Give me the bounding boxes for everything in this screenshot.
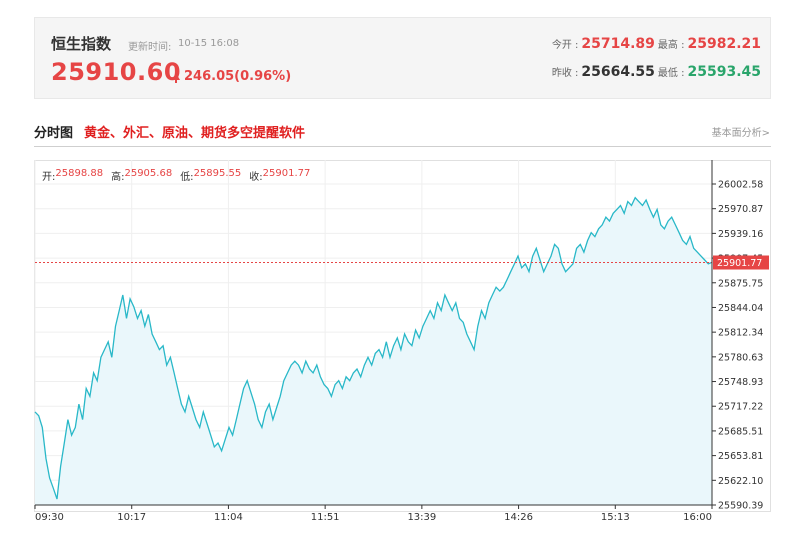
y-tick-label: 26002.58 <box>718 180 763 191</box>
prev-close-label: 昨收 : <box>551 68 579 79</box>
stat-row-prev-low: 昨收 : 25664.55 最低 : 25593.45 <box>552 64 764 80</box>
open-label: 今开 : <box>551 40 579 51</box>
ohlc-high-value: 25905.68 <box>124 168 173 179</box>
low-label: 最低 : <box>657 68 685 79</box>
ohlc-close-value: 25901.77 <box>262 168 311 179</box>
section-title: 分时图 <box>34 126 74 141</box>
y-tick-label: 25622.10 <box>718 476 763 487</box>
y-tick-label: 25653.81 <box>718 451 763 462</box>
low-value: 25593.45 <box>687 64 761 80</box>
y-tick-label: 25717.22 <box>718 402 763 413</box>
x-tick-label: 11:51 <box>311 512 340 523</box>
y-tick-label: 25685.51 <box>718 426 763 437</box>
current-value-label: 25901.77 <box>717 258 762 269</box>
x-tick-label: 09:30 <box>35 512 64 523</box>
price-area <box>35 197 712 505</box>
x-tick-label: 11:04 <box>214 512 243 523</box>
x-tick-label: 16:00 <box>683 512 712 523</box>
ohlc-high-label: 高: <box>111 172 125 183</box>
high-value: 25982.21 <box>687 36 761 52</box>
basic-analysis-link[interactable]: 基本面分析> <box>711 128 770 139</box>
x-tick-label: 15:13 <box>601 512 630 523</box>
y-tick-label: 25812.34 <box>718 328 763 339</box>
ohlc-open-label: 开: <box>42 172 56 183</box>
price-change-value: 246.05(0.96%) <box>184 69 292 84</box>
y-tick-label: 25844.04 <box>718 303 763 314</box>
y-tick-label: 25590.39 <box>718 501 763 512</box>
prev-close-value: 25664.55 <box>581 64 655 80</box>
ohlc-low-value: 25895.55 <box>193 168 242 179</box>
promo-link[interactable]: 黄金、外汇、原油、期货多空提醒软件 <box>84 126 306 141</box>
y-axis-ticks: 26002.5825970.8725939.1625907.4525875.75… <box>712 180 763 512</box>
quote-panel: 恒生指数 更新时间: 10-15 16:08 25910.60 246.05(0… <box>34 17 771 99</box>
index-name: 恒生指数 <box>51 35 112 53</box>
x-tick-label: 14:26 <box>504 512 533 523</box>
x-tick-label: 13:39 <box>407 512 436 523</box>
open-value: 25714.89 <box>581 36 655 52</box>
ohlc-open-value: 25898.88 <box>55 168 104 179</box>
update-time: 10-15 16:08 <box>178 38 240 49</box>
last-price: 25910.60 <box>51 58 182 86</box>
y-tick-label: 25875.75 <box>718 278 763 289</box>
current-value-tag-bg <box>713 255 769 270</box>
high-label: 最高 : <box>657 40 685 51</box>
price-line <box>34 196 713 500</box>
section-divider <box>34 146 771 147</box>
x-axis-ticks: 09:30 10:17 11:04 11:51 13:39 14:26 15:13 16:00 <box>34 505 713 523</box>
arrow-up-icon <box>172 73 180 83</box>
ohlc-low-label: 低: <box>180 172 194 183</box>
y-tick-label: 25780.63 <box>718 352 763 363</box>
ohlc-readout: 开: 25898.88 高: 25905.68 低: 25895.55 收: 2… <box>42 168 318 183</box>
stat-row-open-high: 今开 : 25714.89 最高 : 25982.21 <box>552 36 764 52</box>
y-tick-label: 25748.93 <box>718 377 763 388</box>
y-tick-label: 25939.16 <box>718 229 763 240</box>
current-value-tag: 25901.77 <box>713 255 769 270</box>
ohlc-close-label: 收: <box>249 172 263 183</box>
y-tick-label: 25970.87 <box>718 204 763 215</box>
update-label: 更新时间: <box>128 42 172 53</box>
price-change: 246.05(0.96%) <box>172 69 291 84</box>
x-tick-label: 10:17 <box>117 512 146 523</box>
